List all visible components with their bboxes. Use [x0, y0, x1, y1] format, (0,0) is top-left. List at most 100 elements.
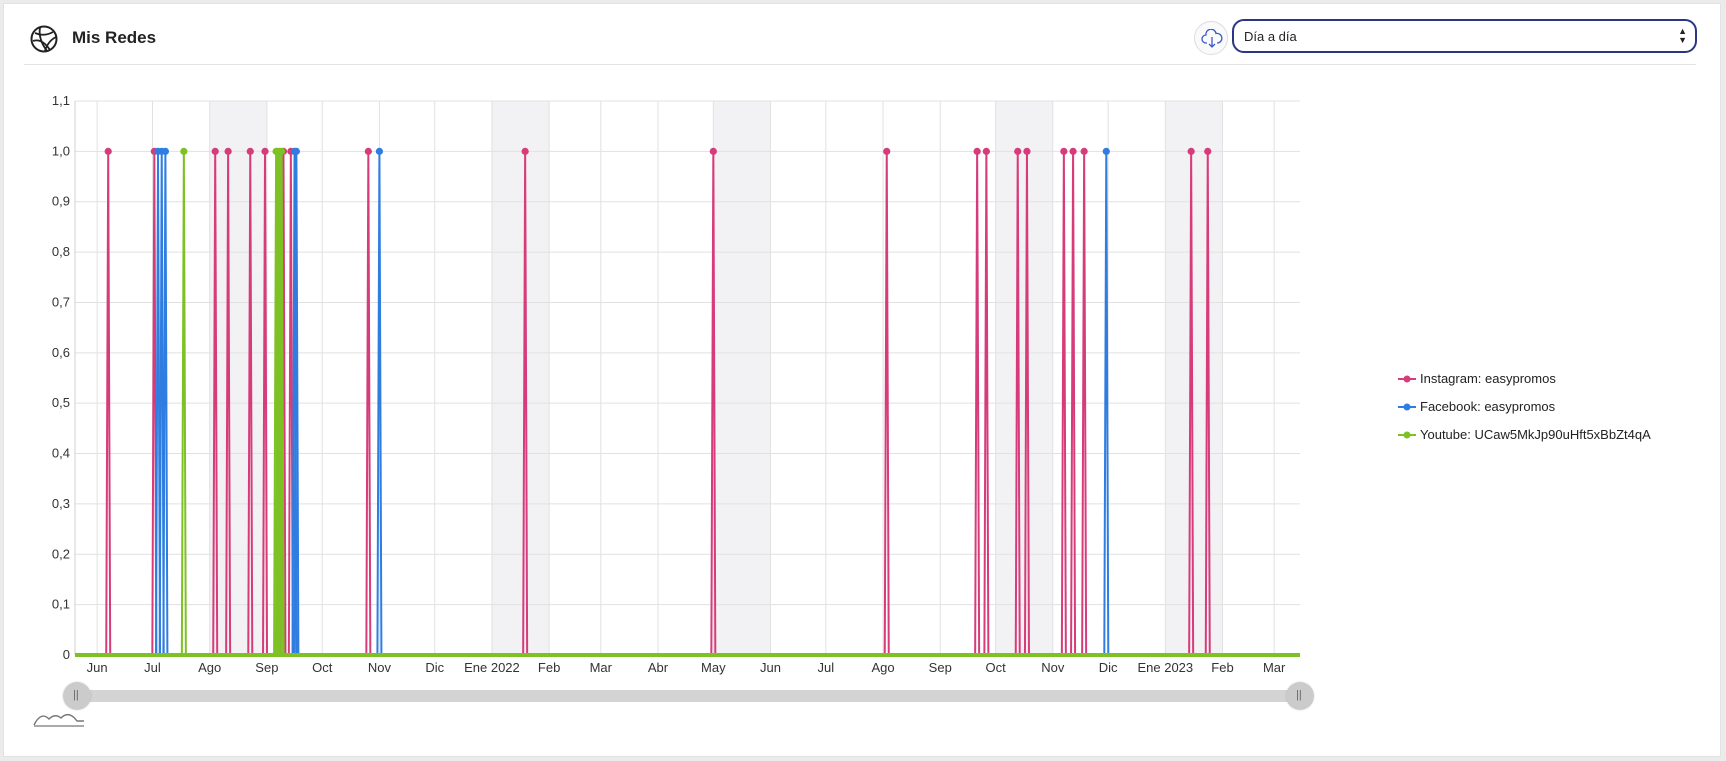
y-tick-label: 1,1 — [52, 93, 70, 108]
spike-line — [974, 151, 981, 656]
data-point — [883, 147, 891, 155]
data-point — [1060, 147, 1068, 155]
spike-line — [1081, 151, 1088, 656]
legend-item-instagram[interactable]: Instagram: easypromos — [1398, 368, 1718, 396]
data-point — [375, 147, 384, 155]
x-tick-label: Abr — [648, 660, 669, 675]
y-tick-label: 0,5 — [52, 395, 70, 410]
y-tick-label: 0 — [63, 647, 70, 662]
shaded-band — [995, 101, 1053, 655]
data-point — [211, 147, 219, 155]
series-1 — [154, 147, 1110, 656]
data-point — [224, 147, 232, 155]
x-tick-label: Oct — [312, 660, 333, 675]
page-title: Mis Redes — [72, 28, 157, 47]
data-point — [1187, 147, 1195, 155]
series-2 — [180, 147, 286, 656]
y-tick-label: 0,1 — [52, 597, 70, 612]
data-point — [521, 147, 529, 155]
y-tick-label: 0,6 — [52, 345, 70, 360]
x-tick-label: Nov — [1041, 660, 1065, 675]
data-point — [1023, 147, 1031, 155]
legend-item-facebook[interactable]: Facebook: easypromos — [1398, 396, 1718, 424]
x-tick-label: Sep — [929, 660, 952, 675]
data-point — [261, 147, 269, 155]
download-button[interactable] — [1194, 21, 1228, 55]
spike-line — [1060, 151, 1067, 656]
spike-line — [983, 151, 990, 656]
data-point — [982, 147, 990, 155]
x-tick-label: Mar — [590, 660, 613, 675]
data-point — [364, 147, 372, 155]
data-point — [104, 147, 112, 155]
x-tick-label: Dic — [1099, 660, 1118, 675]
legend-item-youtube[interactable]: Youtube: UCaw5MkJp90uHft5xBbZt4qA — [1398, 424, 1718, 452]
x-tick-label: Jul — [818, 660, 835, 675]
data-point — [1014, 147, 1022, 155]
x-axis: Jun Jul Ago Sep Oct Nov Dic Ene 2022 Feb Mar Abr Ma… — [87, 660, 1286, 675]
data-point — [161, 147, 169, 155]
x-tick-label: Jun — [760, 660, 781, 675]
x-tick-label: Mar — [1263, 660, 1286, 675]
y-tick-label: 0,4 — [52, 446, 70, 461]
cloud-download-icon — [1201, 29, 1223, 48]
spike-line — [365, 151, 372, 656]
y-tick-label: 0,2 — [52, 546, 70, 561]
spike-line — [162, 151, 169, 656]
spike-line — [883, 151, 890, 656]
legend-label: Facebook: easypromos — [1420, 399, 1556, 414]
x-tick-label: Feb — [538, 660, 560, 675]
select-arrows-icon: ▲ ▼ — [1678, 26, 1687, 45]
x-tick-label: Sep — [255, 660, 278, 675]
spike-line — [180, 151, 187, 656]
chart-legend: Instagram: easypromos Facebook: easyprom… — [1398, 368, 1718, 452]
series-group — [75, 147, 1300, 657]
data-point — [1204, 147, 1212, 155]
x-tick-label: Dic — [425, 660, 444, 675]
legend-swatch-youtube — [1398, 431, 1416, 439]
x-tick-label: Oct — [985, 660, 1006, 675]
y-tick-label: 1,0 — [52, 143, 70, 158]
x-tick-label: Ene 2022 — [464, 660, 520, 675]
range-slider-track[interactable] — [72, 690, 1307, 702]
legend-swatch-facebook — [1398, 403, 1416, 411]
data-point — [1102, 147, 1110, 155]
data-point — [973, 147, 981, 155]
shaded-band — [491, 101, 550, 655]
shaded-band — [209, 101, 267, 655]
y-tick-label: 0,8 — [52, 244, 70, 259]
range-slider-handle-left[interactable]: || — [63, 682, 91, 710]
y-tick-label: 0,7 — [52, 294, 70, 309]
y-axis: 0 0,1 0,2 0,3 0,4 0,5 0,6 0,7 0,8 0,9 1,0 1,1 — [52, 93, 70, 662]
spike-line — [1070, 151, 1077, 656]
period-select[interactable]: Día a día ▲ ▼ — [1232, 19, 1697, 53]
x-tick-label: Ago — [871, 660, 894, 675]
data-point — [180, 147, 188, 155]
globe-network-icon — [30, 25, 58, 53]
legend-swatch-instagram — [1398, 375, 1416, 383]
x-tick-label: Jun — [87, 660, 108, 675]
area-chart-icon — [33, 713, 84, 727]
grip-icon: || — [1296, 689, 1302, 701]
data-point — [1069, 147, 1077, 155]
legend-label: Instagram: easypromos — [1420, 371, 1556, 386]
x-tick-label: Nov — [368, 660, 392, 675]
shaded-band — [1165, 101, 1223, 655]
x-tick-label: Ago — [198, 660, 221, 675]
card-header: Mis Redes Día a día ▲ ▼ — [24, 16, 1697, 65]
data-point — [1080, 147, 1088, 155]
shaded-band — [713, 101, 771, 655]
data-point — [292, 147, 300, 155]
shaded-bands — [209, 101, 1223, 655]
data-point — [709, 147, 717, 155]
x-tick-label: Ene 2023 — [1137, 660, 1193, 675]
x-tick-label: Jul — [144, 660, 161, 675]
range-slider-handle-right[interactable]: || — [1286, 682, 1314, 710]
spike-line — [105, 151, 112, 656]
period-select-value: Día a día — [1244, 29, 1297, 44]
legend-label: Youtube: UCaw5MkJp90uHft5xBbZt4qA — [1420, 427, 1651, 442]
grip-icon: || — [73, 689, 79, 701]
y-tick-label: 0,9 — [52, 194, 70, 209]
x-tick-label: May — [701, 660, 726, 675]
